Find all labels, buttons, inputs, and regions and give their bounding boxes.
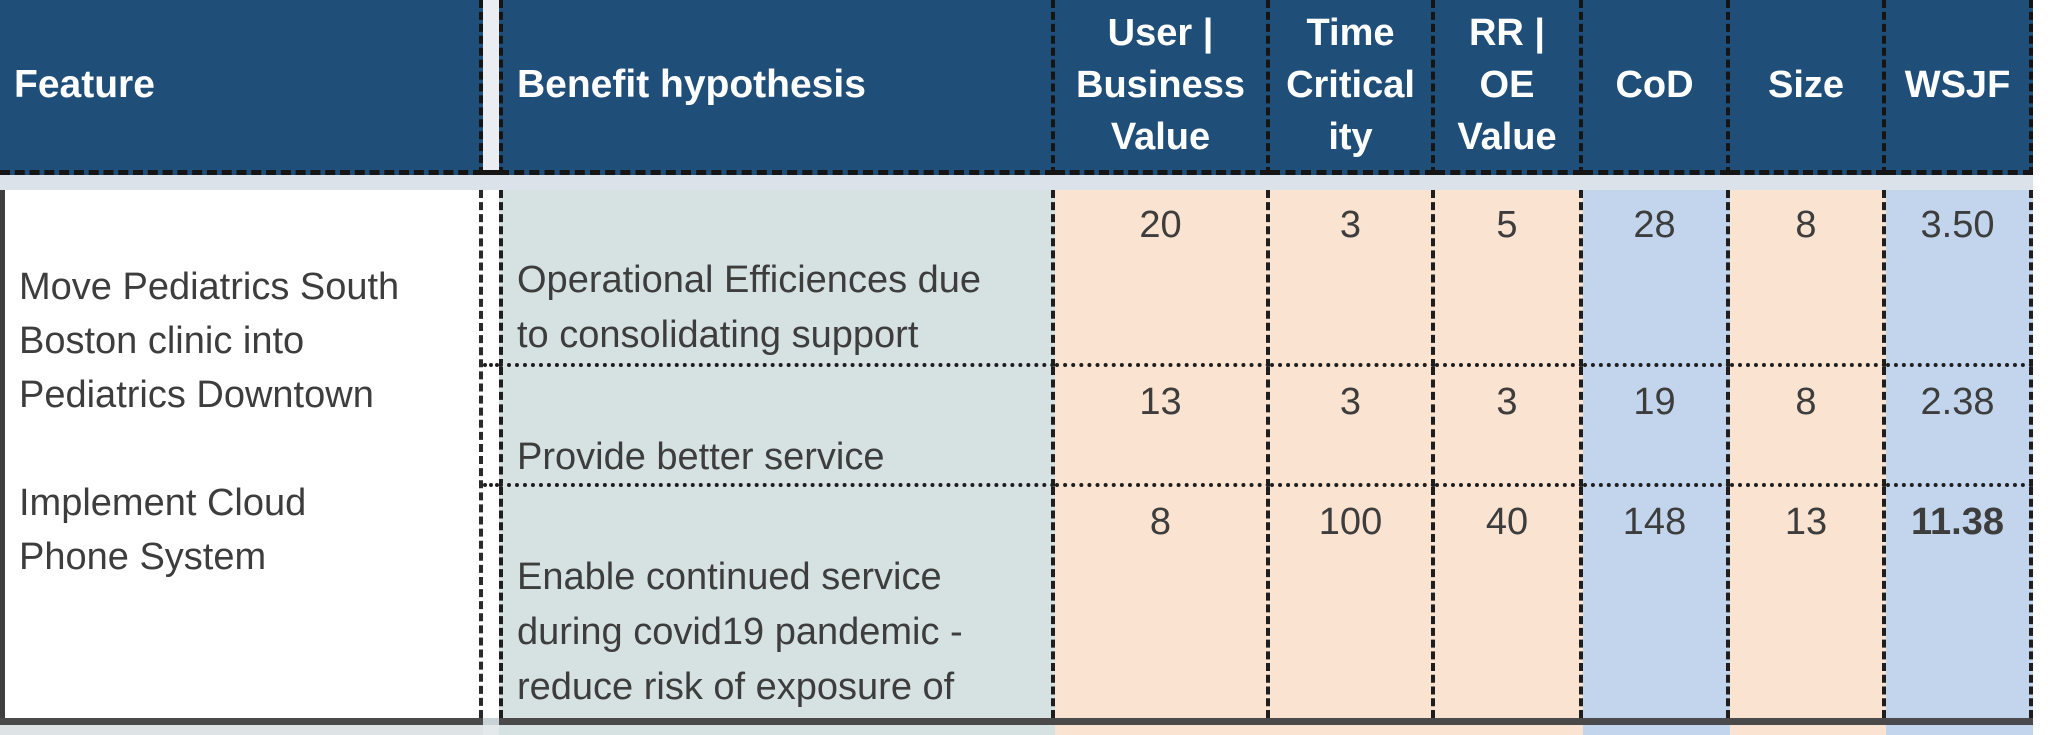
next-row-sliver: [1055, 725, 1270, 735]
col-header-wsjf[interactable]: WSJF: [1886, 0, 2033, 175]
col-header-label: CoD: [1615, 64, 1694, 106]
value-cell-r1-wsjf[interactable]: 3.50: [1886, 190, 2033, 367]
value-text: 19: [1633, 381, 1676, 423]
col-header-rr-oe-value[interactable]: RR | OE Value: [1435, 0, 1583, 175]
next-row-sliver: [0, 725, 483, 735]
value-text: 8: [1149, 501, 1172, 543]
value-text: 100: [1318, 501, 1383, 543]
benefit-cell-row1[interactable]: Operational Efficiences due to consolida…: [499, 190, 1055, 411]
feature-text-1: Move Pediatrics South Boston clinic into…: [19, 266, 400, 416]
next-row-sliver: [1270, 725, 1435, 735]
gutter-cell: [483, 367, 499, 487]
value-text: 3: [1339, 381, 1362, 423]
value-cell-r2-wsjf[interactable]: 2.38: [1886, 367, 2033, 487]
feature-text-2: Implement Cloud Phone System: [19, 482, 307, 578]
value-cell-r3-user-business-value[interactable]: 8: [1055, 487, 1270, 718]
bottom-rule: [0, 718, 483, 725]
value-cell-r2-user-business-value[interactable]: 13: [1055, 367, 1270, 487]
value-cell-r2-rr-oe-value[interactable]: 3: [1435, 367, 1583, 487]
benefit-cell-row3[interactable]: Enable continued service during covid19 …: [499, 487, 1055, 735]
feature-cell[interactable]: Move Pediatrics South Boston clinic into…: [0, 190, 483, 735]
col-header-cod[interactable]: CoD: [1583, 0, 1730, 175]
header-body-separator-band: [0, 175, 2033, 190]
value-cell-r3-cod[interactable]: 148: [1583, 487, 1730, 718]
col-header-time-criticality[interactable]: Time Critical ity: [1270, 0, 1435, 175]
bottom-rule-gap: [483, 718, 499, 725]
gutter-cell: [483, 190, 499, 367]
value-cell-r1-user-business-value[interactable]: 20: [1055, 190, 1270, 367]
next-row-sliver: [499, 725, 1055, 735]
value-text: 13: [1784, 501, 1828, 543]
next-row-sliver: [483, 725, 499, 735]
col-header-label: Size: [1767, 64, 1845, 106]
value-text: 20: [1139, 204, 1182, 246]
benefit-header-cell[interactable]: Benefit hypothesis: [499, 0, 1055, 175]
value-cell-r1-cod[interactable]: 28: [1583, 190, 1730, 367]
value-text: 8: [1795, 381, 1817, 423]
value-text: 11.38: [1911, 501, 2004, 543]
value-text: 5: [1496, 204, 1518, 246]
value-cell-r3-wsjf[interactable]: 11.38: [1886, 487, 2033, 718]
next-row-sliver: [1886, 725, 2033, 735]
feature-header-cell[interactable]: Feature: [0, 0, 483, 175]
value-text: 148: [1622, 501, 1687, 543]
col-header-size[interactable]: Size: [1730, 0, 1886, 175]
value-cell-r3-rr-oe-value[interactable]: 40: [1435, 487, 1583, 718]
value-text: 3.50: [1920, 204, 1995, 246]
next-row-sliver: [1583, 725, 1730, 735]
value-cell-r2-cod[interactable]: 19: [1583, 367, 1730, 487]
body-right-margin: [2033, 190, 2048, 718]
next-row-sliver: [1435, 725, 1583, 735]
value-cell-r1-rr-oe-value[interactable]: 5: [1435, 190, 1583, 367]
value-cell-r1-size[interactable]: 8: [1730, 190, 1886, 367]
value-text: 3: [1496, 381, 1518, 423]
bottom-rule-right-margin: [2033, 718, 2048, 725]
header-gutter: [483, 0, 499, 175]
feature-header-label: Feature: [14, 63, 155, 106]
value-text: 8: [1795, 204, 1817, 246]
next-row-sliver-right-margin: [2033, 725, 2048, 735]
value-cell-r3-size[interactable]: 13: [1730, 487, 1886, 718]
next-row-sliver: [1730, 725, 1886, 735]
value-cell-r2-time-criticality[interactable]: 3: [1270, 367, 1435, 487]
col-header-label: Time Critical ity: [1286, 12, 1415, 158]
benefit-text: Enable continued service during covid19 …: [517, 556, 963, 735]
bottom-rule: [499, 718, 2033, 725]
value-text: 40: [1485, 501, 1529, 543]
gutter-cell: [483, 487, 499, 718]
value-text: 2.38: [1920, 381, 1995, 423]
benefit-text: Operational Efficiences due to consolida…: [517, 259, 982, 411]
col-header-label: WSJF: [1904, 64, 2011, 106]
value-cell-r1-time-criticality[interactable]: 3: [1270, 190, 1435, 367]
col-header-label: RR | OE Value: [1457, 12, 1557, 158]
value-cell-r3-time-criticality[interactable]: 100: [1270, 487, 1435, 718]
col-header-label: User | Business Value: [1076, 12, 1245, 158]
value-text: 3: [1339, 204, 1362, 246]
header-right-margin: [2033, 0, 2048, 175]
value-cell-r2-size[interactable]: 8: [1730, 367, 1886, 487]
band-right-margin: [2033, 175, 2048, 190]
benefit-cell-row2[interactable]: Provide better service while minimizing …: [499, 367, 1055, 533]
col-header-user-business-value[interactable]: User | Business Value: [1055, 0, 1270, 175]
value-text: 28: [1633, 204, 1676, 246]
benefit-header-label: Benefit hypothesis: [517, 63, 866, 106]
value-text: 13: [1139, 381, 1182, 423]
